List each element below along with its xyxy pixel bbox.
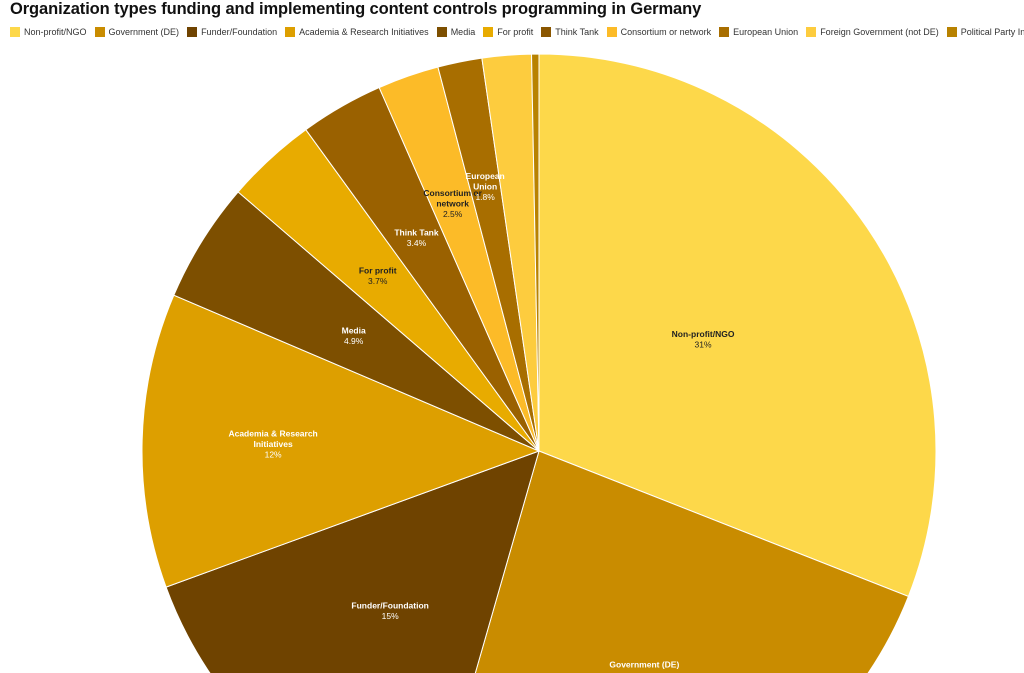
- slice-value-label: 15%: [382, 611, 399, 621]
- legend-label: Political Party Initiative: [960, 27, 1024, 37]
- legend-label: Government (DE): [108, 27, 180, 37]
- legend-label: Think Tank: [555, 27, 599, 37]
- pie-slice[interactable]: [165, 450, 540, 673]
- legend-swatch: [541, 27, 552, 37]
- slice-label: Academia & Research: [228, 428, 317, 438]
- slice-label: Government (DE): [609, 660, 679, 670]
- legend-swatch: [483, 27, 494, 37]
- pie-slice[interactable]: [531, 53, 540, 452]
- legend-swatch: [719, 27, 730, 37]
- slice-value-label: 4.9%: [344, 336, 364, 346]
- legend-swatch: [187, 27, 198, 37]
- legend-swatch: [94, 27, 105, 37]
- legend-label: European Union: [733, 27, 799, 37]
- legend-swatch: [606, 27, 617, 37]
- legend-item[interactable]: Non-profit/NGO: [10, 27, 87, 37]
- legend-item[interactable]: Media: [436, 27, 476, 37]
- legend-item[interactable]: Consortium or network: [606, 27, 712, 37]
- legend-item[interactable]: Government (DE): [94, 27, 180, 37]
- legend-item[interactable]: Foreign Government (not DE): [806, 27, 939, 37]
- legend-item[interactable]: European Union: [719, 27, 798, 37]
- legend-item[interactable]: For profit: [483, 27, 533, 37]
- slice-label: Union: [473, 181, 497, 191]
- legend-swatch: [436, 27, 447, 37]
- legend-swatch: [10, 27, 20, 37]
- chart-title: Organization types funding and implement…: [10, 0, 702, 18]
- slice-label: Non-profit/NGO: [672, 329, 735, 339]
- pie-slice[interactable]: [430, 450, 910, 673]
- pie-slice[interactable]: [538, 53, 937, 598]
- legend-label: Academia & Research Initiatives: [299, 27, 429, 37]
- slice-value-label: 3.4%: [407, 238, 427, 248]
- slice-value-label: 2.5%: [443, 209, 463, 219]
- legend: Non-profit/NGO Government (DE) Funder/Foun…: [10, 27, 1024, 37]
- slice-label: European: [466, 171, 505, 181]
- slice-value-label: 3.7%: [368, 276, 388, 286]
- slice-label: network: [436, 199, 469, 209]
- slice-label: For profit: [359, 265, 397, 275]
- legend-label: Media: [450, 27, 476, 37]
- slice-value-label: 1.8%: [475, 192, 495, 202]
- legend-swatch: [946, 27, 957, 37]
- slice-label: Consortium or: [423, 188, 482, 198]
- legend-label: Non-profit/NGO: [24, 27, 87, 37]
- pie-slice[interactable]: [141, 294, 541, 588]
- legend-item[interactable]: Academia & Research Initiatives: [285, 27, 429, 37]
- slice-label: Think Tank: [394, 227, 439, 237]
- legend-swatch: [285, 27, 296, 37]
- slice-label: Initiatives: [253, 439, 292, 449]
- legend-item[interactable]: Think Tank: [541, 27, 599, 37]
- legend-label: Funder/Foundation: [201, 27, 278, 37]
- slice-label: Funder/Foundation: [351, 601, 428, 611]
- slice-value-label: 12%: [265, 449, 282, 459]
- legend-label: For profit: [497, 27, 534, 37]
- legend-swatch: [806, 27, 817, 37]
- legend-label: Consortium or network: [620, 27, 712, 37]
- slice-label: Media: [342, 325, 366, 335]
- legend-item[interactable]: Funder/Foundation: [187, 27, 277, 37]
- legend-label: Foreign Government (not DE): [820, 27, 939, 37]
- legend-item[interactable]: Political Party Initiative: [946, 27, 1024, 37]
- slice-value-label: 31%: [695, 340, 712, 350]
